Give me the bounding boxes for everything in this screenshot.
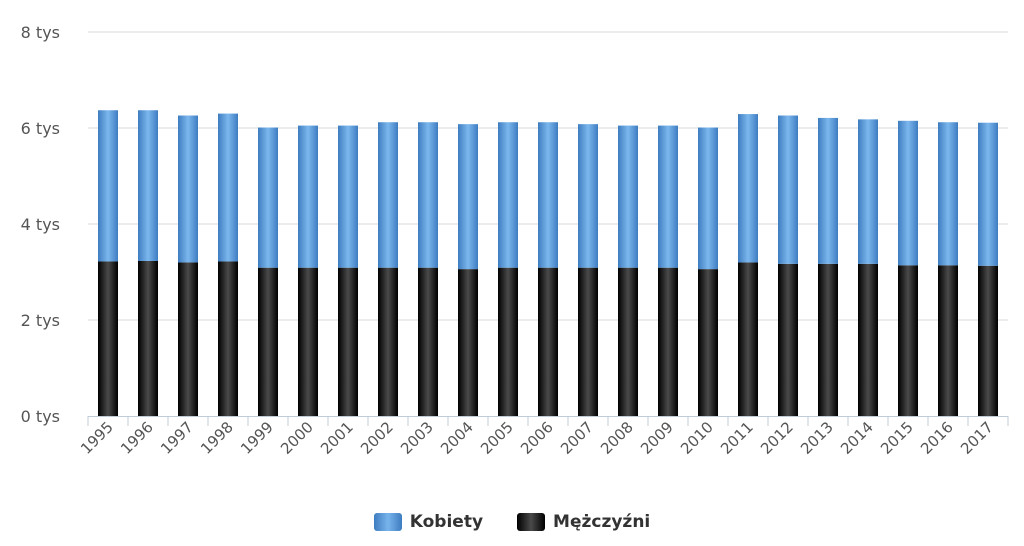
bar-segment-mezczyzni[interactable] — [738, 262, 758, 416]
bar-segment-mezczyzni[interactable] — [978, 265, 998, 416]
x-tick-label: 1997 — [157, 418, 197, 458]
legend: Kobiety Mężczyźni — [0, 512, 1024, 532]
bar-segment-kobiety[interactable] — [178, 115, 198, 263]
y-tick-label: 2 tys — [21, 311, 60, 330]
bar-segment-mezczyzni[interactable] — [218, 261, 238, 416]
bar-segment-mezczyzni[interactable] — [858, 263, 878, 416]
bar-segment-mezczyzni[interactable] — [658, 267, 678, 416]
x-tick-label: 1999 — [237, 418, 277, 458]
bar-segment-kobiety[interactable] — [858, 119, 878, 264]
bar-segment-kobiety[interactable] — [978, 122, 998, 266]
bar-segment-kobiety[interactable] — [778, 115, 798, 264]
bar-segment-kobiety[interactable] — [578, 124, 598, 268]
x-tick-label: 2017 — [957, 418, 997, 458]
bar-segment-mezczyzni[interactable] — [938, 265, 958, 416]
x-tick-label: 2001 — [317, 418, 357, 458]
x-tick-label: 2016 — [917, 418, 957, 458]
bar-segment-kobiety[interactable] — [538, 122, 558, 268]
bars — [98, 110, 998, 416]
bar-segment-kobiety[interactable] — [218, 113, 238, 262]
bar-segment-mezczyzni[interactable] — [178, 262, 198, 416]
bar-segment-mezczyzni[interactable] — [138, 260, 158, 416]
bar-segment-mezczyzni[interactable] — [418, 267, 438, 416]
bar-segment-kobiety[interactable] — [618, 125, 638, 268]
bar-segment-mezczyzni[interactable] — [298, 267, 318, 416]
bar-segment-kobiety[interactable] — [298, 125, 318, 268]
bar-segment-mezczyzni[interactable] — [258, 267, 278, 416]
bar-segment-kobiety[interactable] — [818, 117, 838, 264]
legend-label-kobiety: Kobiety — [409, 512, 484, 532]
x-tick-label: 2010 — [677, 418, 717, 458]
legend-swatch-kobiety — [373, 513, 402, 531]
legend-item-kobiety[interactable]: Kobiety — [373, 512, 484, 532]
legend-label-mezczyzni: Mężczyźni — [553, 512, 651, 532]
bar-segment-kobiety[interactable] — [698, 127, 718, 270]
legend-item-mezczyzni[interactable]: Mężczyźni — [517, 512, 650, 532]
x-tick-label: 2004 — [437, 418, 477, 458]
bar-segment-kobiety[interactable] — [938, 122, 958, 266]
x-tick-label: 2015 — [877, 418, 917, 458]
bar-segment-kobiety[interactable] — [738, 114, 758, 263]
bar-segment-mezczyzni[interactable] — [698, 269, 718, 416]
x-tick-label: 2002 — [357, 418, 397, 458]
legend-swatch-mezczyzni — [517, 513, 546, 531]
x-tick-label: 2007 — [557, 418, 597, 458]
bar-segment-kobiety[interactable] — [98, 110, 118, 262]
y-tick-label: 6 tys — [21, 119, 60, 138]
x-tick-label: 2014 — [837, 418, 877, 458]
bar-segment-kobiety[interactable] — [378, 122, 398, 268]
bar-segment-mezczyzni[interactable] — [898, 265, 918, 416]
y-tick-label: 4 tys — [21, 215, 60, 234]
bar-segment-kobiety[interactable] — [418, 122, 438, 268]
bar-segment-mezczyzni[interactable] — [458, 269, 478, 416]
bar-segment-kobiety[interactable] — [258, 127, 278, 268]
x-tick-label: 2006 — [517, 418, 557, 458]
bar-segment-mezczyzni[interactable] — [818, 263, 838, 416]
bar-segment-kobiety[interactable] — [658, 125, 678, 268]
y-tick-label: 0 tys — [21, 407, 60, 426]
y-tick-label: 8 tys — [21, 23, 60, 42]
x-tick-label: 2013 — [797, 418, 837, 458]
x-tick-label: 1996 — [117, 418, 157, 458]
bar-segment-mezczyzni[interactable] — [538, 267, 558, 416]
bar-segment-mezczyzni[interactable] — [778, 263, 798, 416]
bar-segment-kobiety[interactable] — [458, 124, 478, 270]
bar-segment-mezczyzni[interactable] — [378, 267, 398, 416]
bar-segment-mezczyzni[interactable] — [98, 261, 118, 416]
bar-segment-mezczyzni[interactable] — [338, 267, 358, 416]
bar-segment-kobiety[interactable] — [498, 122, 518, 268]
bar-segment-kobiety[interactable] — [138, 110, 158, 261]
bar-segment-kobiety[interactable] — [898, 120, 918, 266]
x-tick-label: 2003 — [397, 418, 437, 458]
x-tick-label: 1998 — [197, 418, 237, 458]
x-tick-label: 1995 — [77, 418, 117, 458]
x-tick-label: 2000 — [277, 418, 317, 458]
x-tick-label: 2012 — [757, 418, 797, 458]
bar-segment-mezczyzni[interactable] — [498, 267, 518, 416]
bar-segment-mezczyzni[interactable] — [578, 267, 598, 416]
x-tick-label: 2008 — [597, 418, 637, 458]
x-tick-label: 2009 — [637, 418, 677, 458]
x-tick-label: 2005 — [477, 418, 517, 458]
bar-segment-kobiety[interactable] — [338, 125, 358, 268]
bar-segment-mezczyzni[interactable] — [618, 267, 638, 416]
x-tick-label: 2011 — [717, 418, 757, 458]
